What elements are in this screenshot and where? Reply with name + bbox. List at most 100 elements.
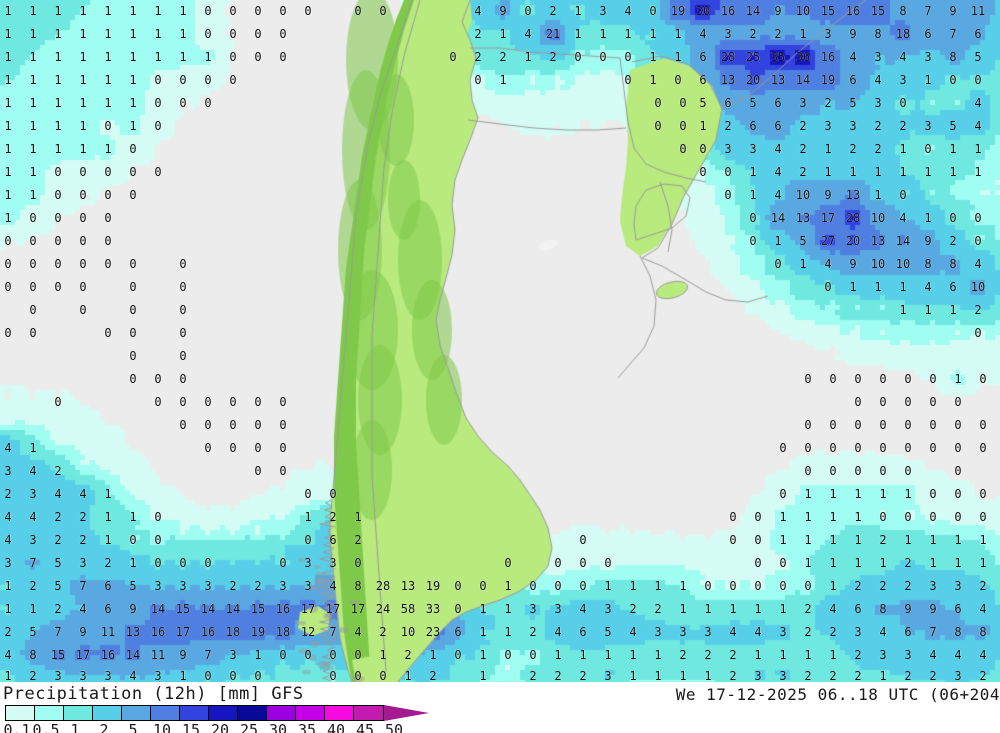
grid-value: 0 (54, 258, 61, 270)
grid-value: 1 (499, 74, 506, 86)
grid-value: 0 (129, 143, 136, 155)
grid-value: 3 (879, 649, 886, 661)
grid-value: 0 (954, 442, 961, 454)
grid-value: 0 (879, 511, 886, 523)
grid-value: 1 (924, 212, 931, 224)
grid-value: 0 (804, 373, 811, 385)
grid-value: 3 (654, 626, 661, 638)
grid-value: 1 (404, 670, 411, 682)
grid-value: 1 (104, 534, 111, 546)
grid-value: 19 (251, 626, 265, 638)
colorbar-tick-10: 10 (153, 721, 171, 733)
grid-value: 1 (4, 120, 11, 132)
grid-value: 11 (971, 5, 985, 17)
grid-value: 5 (604, 626, 611, 638)
grid-value: 0 (279, 396, 286, 408)
grid-value: 1 (829, 557, 836, 569)
grid-value: 1 (499, 28, 506, 40)
grid-value: 0 (279, 442, 286, 454)
grid-value: 0 (449, 51, 456, 63)
colorbar[interactable] (5, 705, 384, 721)
grid-value: 0 (979, 511, 986, 523)
colorbar-tick-45: 45 (356, 721, 374, 733)
grid-value: 0 (229, 419, 236, 431)
grid-value: 4 (729, 626, 736, 638)
grid-value: 0 (104, 258, 111, 270)
grid-value: 0 (879, 465, 886, 477)
grid-value: 9 (949, 5, 956, 17)
grid-value: 1 (154, 51, 161, 63)
grid-value: 2 (54, 603, 61, 615)
grid-value: 0 (979, 373, 986, 385)
colorbar-tick-25: 25 (240, 721, 258, 733)
grid-value: 0 (204, 396, 211, 408)
grid-value: 0 (974, 74, 981, 86)
grid-value: 2 (54, 465, 61, 477)
grid-value: 1 (804, 511, 811, 523)
grid-value: 0 (304, 534, 311, 546)
grid-value: 0 (954, 488, 961, 500)
grid-value: 0 (579, 580, 586, 592)
grid-value: 1 (29, 97, 36, 109)
grid-value: 8 (924, 258, 931, 270)
grid-value: 1 (779, 603, 786, 615)
colorbar-tick-30: 30 (269, 721, 287, 733)
grid-value: 4 (824, 258, 831, 270)
grid-value: 2 (949, 235, 956, 247)
grid-value: 0 (949, 74, 956, 86)
grid-value: 0 (254, 396, 261, 408)
grid-value: 2 (104, 557, 111, 569)
grid-value: 0 (229, 28, 236, 40)
grid-value: 2 (749, 28, 756, 40)
weather-map-canvas[interactable]: 1 1 1 1 1 1 1 1 0 0 0 0 0 0 0 4 9 0 2 1 3 4 0 19 30 16 14 9 10 15 16 15… (0, 0, 1000, 682)
grid-value: 0 (904, 511, 911, 523)
grid-value: 1 (879, 670, 886, 682)
grid-value: 0 (904, 442, 911, 454)
grid-value: 0 (104, 120, 111, 132)
grid-value: 1 (899, 281, 906, 293)
grid-value: 19 (426, 580, 440, 592)
grid-value: 3 (604, 670, 611, 682)
grid-value: 10 (871, 258, 885, 270)
grid-value: 4 (974, 120, 981, 132)
grid-value: 2 (54, 511, 61, 523)
grid-value: 0 (454, 580, 461, 592)
grid-value: 0 (979, 488, 986, 500)
grid-value: 1 (629, 580, 636, 592)
grid-value: 2 (554, 670, 561, 682)
grid-value: 0 (699, 166, 706, 178)
grid-value: 2 (854, 670, 861, 682)
grid-value: 16 (151, 626, 165, 638)
grid-value: 1 (129, 120, 136, 132)
grid-value: 3 (304, 557, 311, 569)
colorbar-swatch-0.1 (6, 706, 35, 720)
grid-value: 18 (226, 626, 240, 638)
grid-value: 0 (179, 419, 186, 431)
grid-value: 6 (774, 120, 781, 132)
colorbar-tick-1: 1 (70, 721, 79, 733)
grid-value: 14 (796, 74, 810, 86)
grid-value: 1 (4, 143, 11, 155)
grid-value: 1 (29, 51, 36, 63)
grid-value: 1 (104, 28, 111, 40)
grid-value: 0 (729, 511, 736, 523)
grid-value: 0 (574, 51, 581, 63)
grid-value: 0 (879, 442, 886, 454)
grid-value: 1 (104, 74, 111, 86)
grid-value: 4 (4, 534, 11, 546)
grid-value: 4 (699, 28, 706, 40)
grid-value: 3 (679, 626, 686, 638)
map-footer: Precipitation (12h) [mm] GFS We 17-12-20… (0, 682, 1000, 733)
grid-value: 0 (354, 557, 361, 569)
grid-value: 3 (554, 603, 561, 615)
grid-value: 0 (524, 5, 531, 17)
grid-value: 0 (129, 373, 136, 385)
grid-value: 16 (846, 5, 860, 17)
grid-value: 16 (821, 51, 835, 63)
grid-value: 2 (29, 580, 36, 592)
grid-value: 0 (229, 670, 236, 682)
grid-value: 10 (896, 258, 910, 270)
grid-value: 0 (154, 97, 161, 109)
grid-value: 0 (54, 189, 61, 201)
grid-value: 6 (849, 74, 856, 86)
